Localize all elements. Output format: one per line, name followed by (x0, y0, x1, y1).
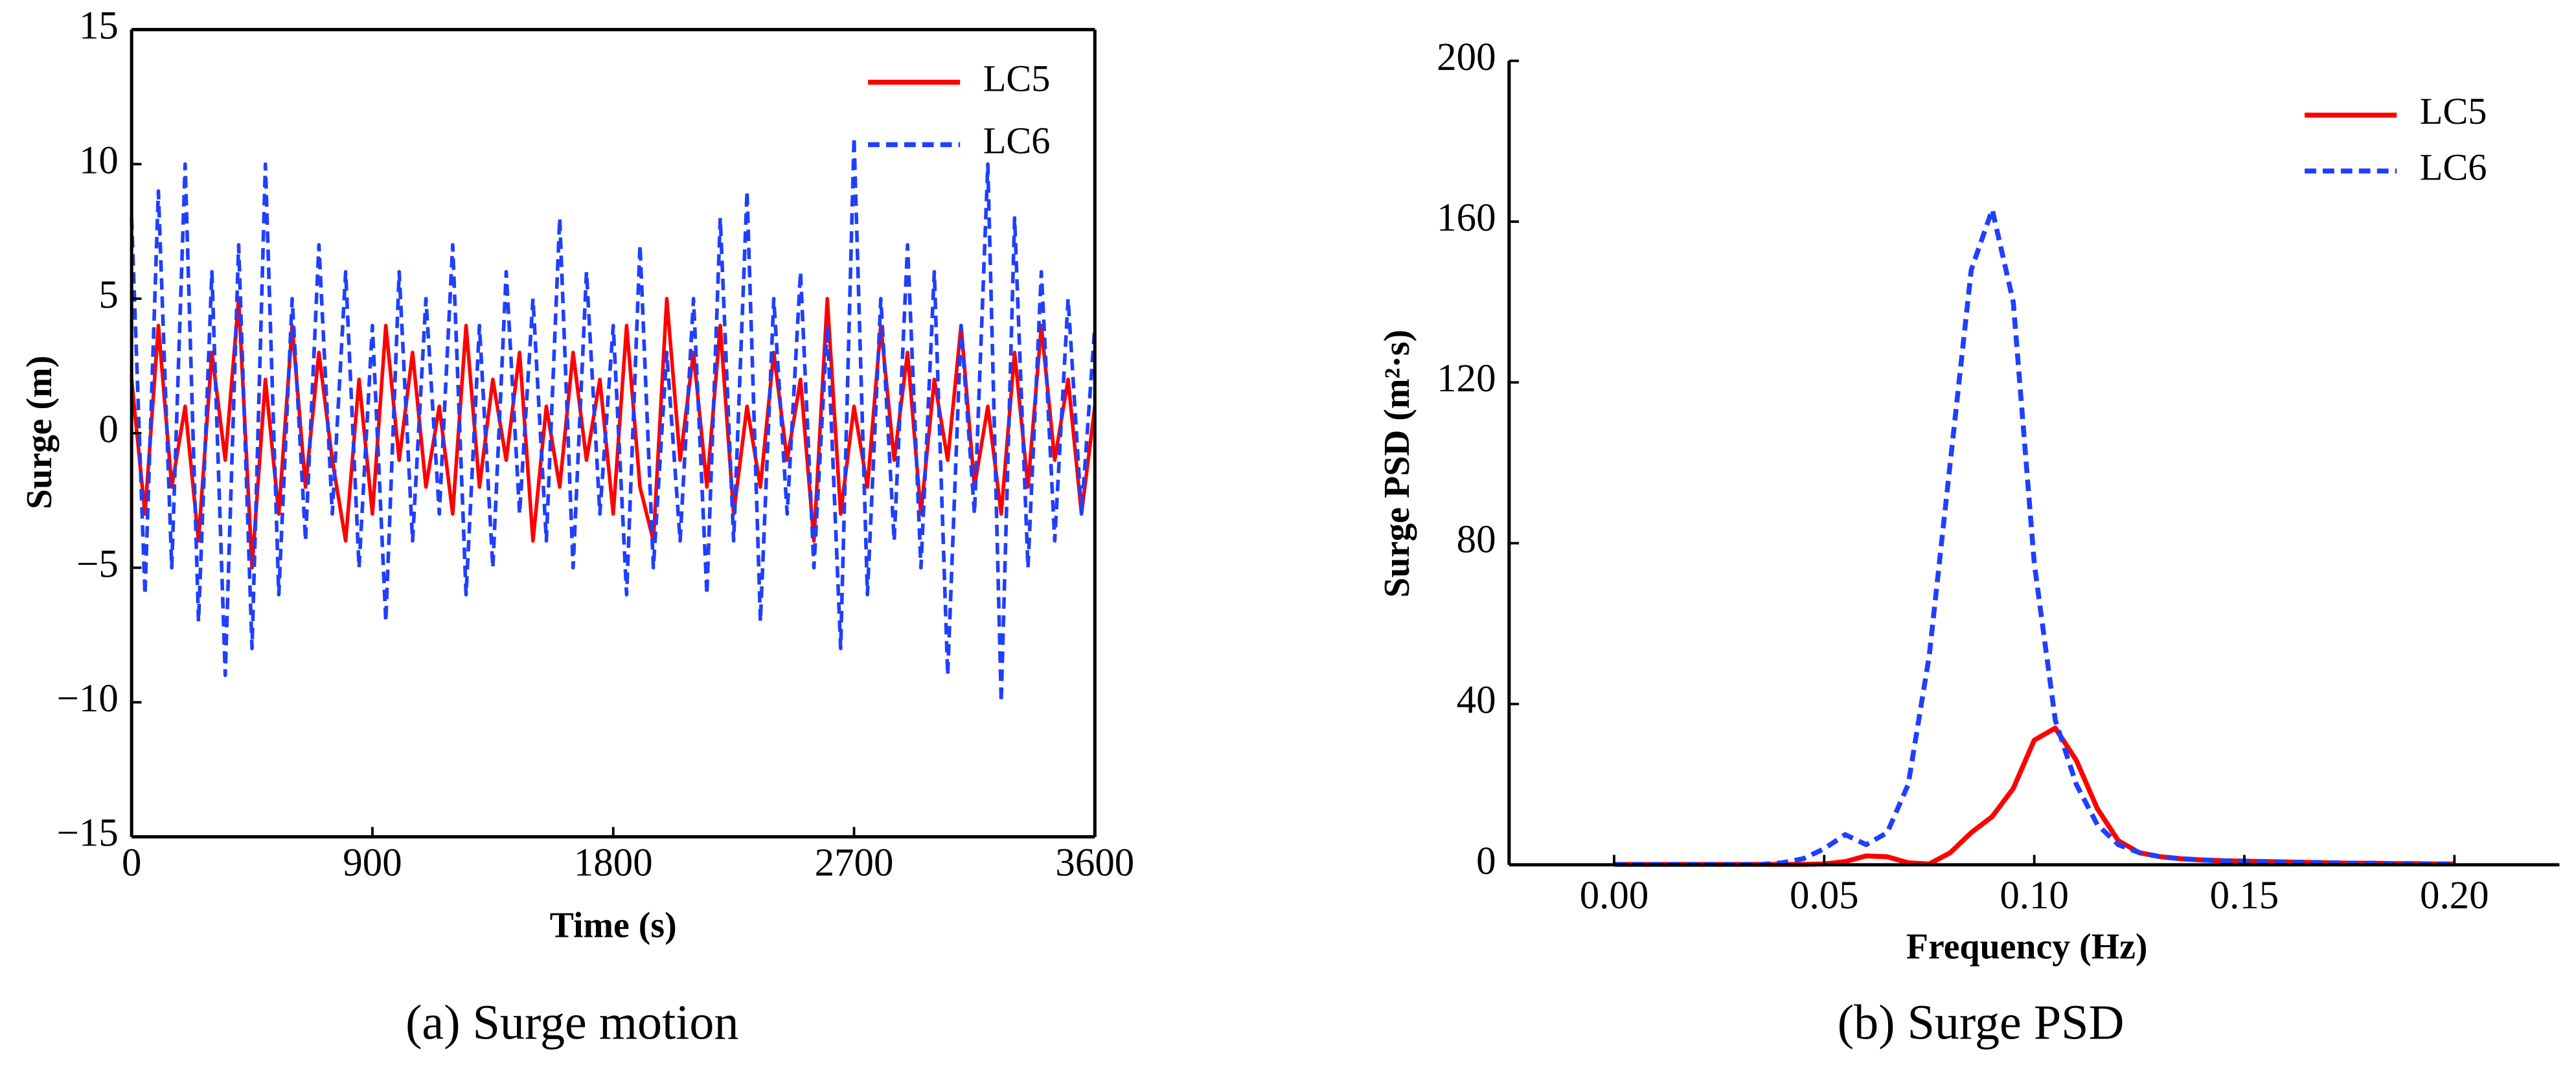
y-tick-label: −5 (76, 542, 119, 586)
series-line (130, 135, 1097, 704)
x-tick-label: 0.15 (2210, 874, 2279, 917)
series-line (1613, 207, 2455, 867)
y-tick-label: 15 (79, 5, 119, 48)
series-line (1613, 726, 2455, 867)
legend-label: LC5 (2420, 90, 2487, 132)
y-tick-label: 160 (1437, 196, 1496, 240)
y-tick-label: 0 (1476, 840, 1496, 883)
y-tick-label: 10 (79, 139, 119, 182)
x-tick-label: 0.20 (2420, 874, 2489, 917)
legend-label: LC5 (983, 57, 1051, 99)
x-tick-label: 1800 (574, 841, 653, 884)
x-axis-label: Time (s) (550, 906, 677, 946)
y-tick-label: 120 (1437, 357, 1496, 400)
series-line (130, 297, 1097, 570)
y-tick-label: 80 (1457, 518, 1496, 561)
y-axis-label: Surge (m) (19, 356, 60, 509)
x-tick-label: 0.05 (1790, 874, 1859, 917)
y-tick-label: −10 (57, 677, 119, 720)
y-tick-label: 5 (98, 273, 118, 317)
x-tick-label: 0 (122, 841, 141, 884)
legend-label: LC6 (2420, 146, 2487, 188)
legend-label: LC6 (983, 120, 1051, 162)
y-tick-label: 40 (1457, 679, 1496, 722)
y-axis-label: Surge PSD (m²·s) (1377, 330, 1417, 598)
caption: (a) Surge motion (405, 996, 738, 1050)
x-tick-label: 2700 (815, 841, 894, 884)
x-tick-label: 0.10 (2000, 874, 2069, 917)
y-tick-label: −15 (57, 812, 119, 855)
caption: (b) Surge PSD (1838, 996, 2125, 1050)
x-axis-label: Frequency (Hz) (1906, 927, 2148, 967)
y-tick-label: 200 (1437, 36, 1496, 79)
x-tick-label: 0.00 (1580, 874, 1649, 917)
x-tick-label: 900 (343, 841, 402, 884)
x-tick-label: 3600 (1055, 841, 1134, 884)
y-tick-label: 0 (98, 408, 118, 452)
